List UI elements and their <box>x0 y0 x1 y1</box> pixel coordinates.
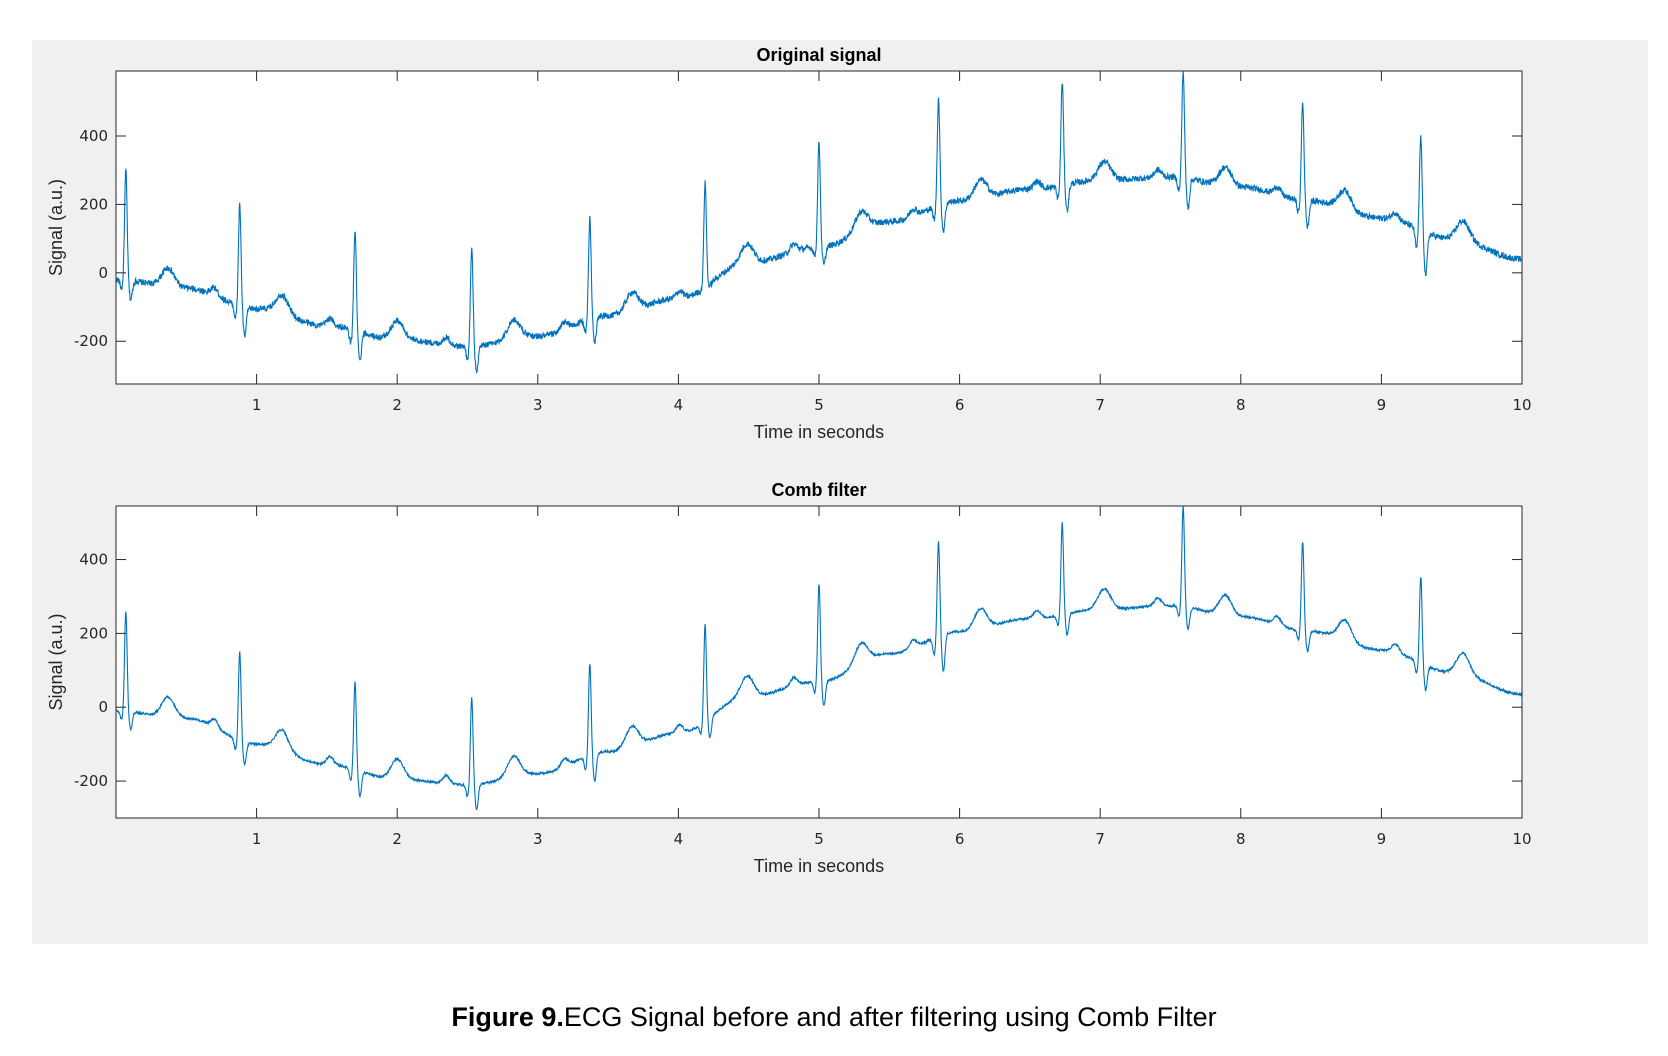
x-tick-label: 7 <box>1095 396 1105 414</box>
y-axis-label: Signal (a.u.) <box>46 179 66 276</box>
x-tick-label: 3 <box>533 830 543 848</box>
figure-panel: 1 2 3 4 5 6 7 8 9 10 -200 0 200 400 Original signal Tim… <box>32 40 1648 944</box>
x-tick-label: 6 <box>955 396 965 414</box>
y-tick-label: 400 <box>79 551 108 569</box>
y-tick-label: 0 <box>98 698 108 716</box>
x-tick-label: 3 <box>533 396 543 414</box>
x-tick-label: 4 <box>674 396 684 414</box>
x-tick-label: 5 <box>814 396 824 414</box>
chart-title: Original signal <box>756 45 881 65</box>
x-tick-label: 4 <box>674 830 684 848</box>
x-axis-label: Time in seconds <box>754 856 884 876</box>
x-tick-label: 1 <box>252 396 262 414</box>
signal-line <box>116 71 1522 374</box>
figure-caption-text: ECG Signal before and after filtering us… <box>563 1002 1217 1032</box>
x-tick-label: 2 <box>392 830 402 848</box>
x-axis-label: Time in seconds <box>754 422 884 442</box>
x-tick-label: 8 <box>1236 830 1246 848</box>
y-tick-label: 200 <box>79 195 108 213</box>
x-tick-label: 1 <box>252 830 262 848</box>
x-tick-label: 6 <box>955 830 965 848</box>
x-tick-label: 9 <box>1377 396 1387 414</box>
y-tick-label: -200 <box>74 332 108 350</box>
x-tick-label: 2 <box>392 396 402 414</box>
y-tick-label: 200 <box>79 624 108 642</box>
chart-title: Comb filter <box>771 480 866 500</box>
figure-caption: Figure 9.ECG Signal before and after fil… <box>0 1002 1668 1033</box>
figure-label: Figure 9. <box>451 1002 564 1032</box>
plot-area <box>116 71 1522 384</box>
y-tick-label: 400 <box>79 127 108 145</box>
plot-area <box>116 506 1522 818</box>
x-tick-label: 10 <box>1512 830 1531 848</box>
y-axis-label: Signal (a.u.) <box>46 613 66 710</box>
y-tick-label: 0 <box>98 264 108 282</box>
signal-line <box>116 506 1522 811</box>
x-tick-label: 7 <box>1095 830 1105 848</box>
x-tick-label: 8 <box>1236 396 1246 414</box>
y-tick-label: -200 <box>74 772 108 790</box>
x-tick-label: 10 <box>1512 396 1531 414</box>
chart-2: 1 2 3 4 5 6 7 8 9 10 -200 0 200 400 Comb filter Time in… <box>46 480 1532 876</box>
x-tick-label: 5 <box>814 830 824 848</box>
chart-1: 1 2 3 4 5 6 7 8 9 10 -200 0 200 400 Original signal Tim… <box>46 45 1532 442</box>
x-tick-label: 9 <box>1377 830 1387 848</box>
